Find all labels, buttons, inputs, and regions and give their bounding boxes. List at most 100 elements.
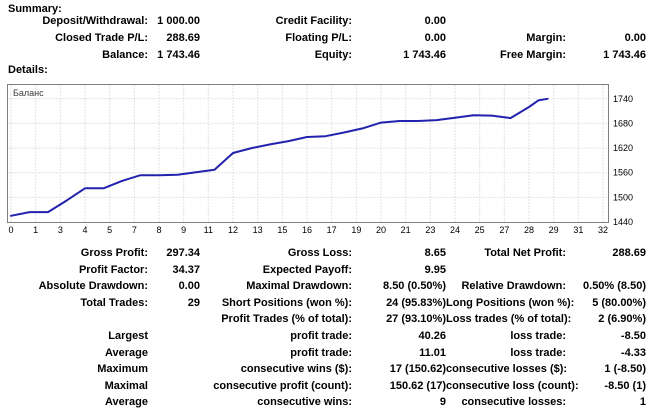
stat-label: consecutive losses ($):	[446, 363, 568, 376]
stat-value: 0.00	[424, 32, 446, 44]
stats-row: Maximal consecutive profit (count): 150.62…	[0, 378, 650, 395]
stats-row: Maximum consecutive wins ($): 17 (150.62) c…	[0, 361, 650, 378]
stat-label: Gross Profit:	[80, 247, 148, 259]
stat-label: Free Margin:	[499, 49, 566, 61]
stat-value: 288.69	[166, 32, 200, 44]
stat-value: 29	[187, 296, 200, 309]
stat-value: -8.50	[620, 329, 646, 342]
stat-label: Largest	[108, 329, 148, 342]
y-axis-tick-label: 1620	[613, 143, 633, 153]
stat-value: -4.33	[620, 346, 646, 359]
stat-value	[148, 394, 200, 411]
stat-label: Average	[104, 396, 148, 409]
stat-value: 1 000.00	[157, 15, 200, 27]
balance-chart: 0 1 3 4 5 7 8 9 11 12 13 15 16 17 19 20 21 23 24 25 27 28 29 31…	[7, 84, 650, 237]
balance-chart-svg: 0 1 3 4 5 7 8 9 11 12 13 15 16 17 19 20 21 23 24 25 27 28 29 31…	[7, 84, 633, 235]
stats-row: Absolute Drawdown: 0.00 Maximal Drawdown: 8…	[0, 278, 650, 295]
chart-plot-border	[7, 84, 609, 223]
stat-label: Total Net Profit:	[484, 247, 566, 259]
stat-value: 34.37	[172, 263, 200, 276]
stat-value: 8.65	[424, 247, 446, 259]
x-axis-tick-label: 23	[425, 225, 435, 235]
stat-label: loss trade:	[510, 329, 566, 342]
stat-value: 24 (95.83%)	[386, 296, 446, 309]
stats-row: Total Trades: 29 Short Positions (won %): 2…	[0, 295, 650, 312]
details-section-title: Details:	[8, 64, 48, 76]
stat-label: profit trade:	[290, 329, 352, 342]
x-axis-tick-label: 7	[132, 225, 137, 235]
stat-label: Credit Facility:	[275, 15, 352, 27]
stat-value: 1 743.46	[403, 49, 446, 61]
stat-value	[148, 311, 200, 328]
stat-value: 0.00	[178, 280, 200, 293]
y-axis-tick-label: 1740	[613, 94, 633, 104]
stat-value	[148, 378, 200, 395]
stat-label: Equity:	[314, 49, 352, 61]
x-axis-tick-label: 13	[253, 225, 263, 235]
y-axis-tick-label: 1500	[613, 192, 633, 202]
x-axis-tick-label: 5	[107, 225, 112, 235]
x-axis-tick-label: 9	[181, 225, 186, 235]
stats-row: Profit Factor: 34.37 Expected Payoff: 9.95	[0, 262, 650, 279]
x-axis-tick-label: 28	[524, 225, 534, 235]
stat-label: loss trade:	[510, 346, 566, 359]
stat-value: 27 (93.10%)	[386, 313, 446, 326]
x-axis-tick-label: 27	[499, 225, 509, 235]
stat-value: 5 (80.00%)	[592, 296, 646, 309]
stat-value: 40.26	[418, 329, 446, 342]
x-axis-tick-label: 20	[376, 225, 386, 235]
x-axis-tick-label: 12	[228, 225, 238, 235]
stat-value: 0.00	[624, 32, 646, 44]
stat-label: Profit Factor:	[78, 263, 148, 276]
stat-value: 1 (-8.50)	[604, 363, 646, 376]
stat-label: Floating P/L:	[285, 32, 352, 44]
stat-label: Maximal Drawdown:	[246, 280, 352, 293]
stat-value	[148, 328, 200, 345]
y-axis-tick-label: 1680	[613, 118, 633, 128]
stat-value	[566, 262, 646, 279]
x-axis-tick-label: 24	[450, 225, 460, 235]
stat-label: consecutive losses:	[461, 396, 566, 409]
stats-row: Average profit trade: 11.01 loss trade: -4.3…	[0, 345, 650, 362]
y-axis-tick-label: 1560	[613, 168, 633, 178]
stat-value: 288.69	[612, 247, 646, 259]
details-stats-table: Gross Profit: 297.34 Gross Loss: 8.65 Total …	[0, 245, 650, 411]
stat-label: Closed Trade P/L:	[55, 32, 148, 44]
x-axis-tick-label: 17	[327, 225, 337, 235]
chart-legend-label: Баланс	[13, 88, 44, 98]
stat-label: Balance:	[102, 49, 148, 61]
y-axis-tick-label: 1440	[613, 217, 633, 227]
stat-label: Margin:	[526, 32, 566, 44]
stat-label: Absolute Drawdown:	[38, 280, 148, 293]
x-axis-tick-label: 11	[204, 225, 213, 235]
stat-value: 9	[439, 396, 446, 409]
stat-label: consecutive profit (count):	[213, 379, 352, 392]
x-axis-tick-label: 15	[277, 225, 287, 235]
stat-value: 17 (150.62)	[389, 363, 446, 376]
x-axis-tick-label: 21	[401, 225, 411, 235]
summary-section-title: Summary:	[8, 3, 62, 15]
x-axis-tick-label: 29	[549, 225, 559, 235]
stats-row: Gross Profit: 297.34 Gross Loss: 8.65 Total …	[0, 245, 650, 262]
stat-value	[148, 345, 200, 362]
stat-label: Total Trades:	[80, 296, 148, 309]
stat-value: 2 (6.90%)	[598, 313, 646, 326]
stat-value: 0.50% (8.50)	[583, 280, 646, 293]
stat-value: 297.34	[166, 247, 200, 259]
x-axis-tick-label: 0	[8, 225, 13, 235]
stats-row: Average consecutive wins: 9 consecutive los…	[0, 394, 650, 411]
stat-label: Gross Loss:	[287, 247, 352, 259]
stat-value: 1	[639, 396, 646, 409]
stat-value	[566, 13, 646, 30]
stat-label: consecutive wins ($):	[240, 363, 352, 376]
x-axis-tick-label: 32	[598, 225, 608, 235]
stat-value	[148, 361, 200, 378]
stats-row: Largest profit trade: 40.26 loss trade: -8.5…	[0, 328, 650, 345]
stat-label: Loss trades (% of total):	[446, 313, 572, 326]
stat-value: 9.95	[424, 263, 446, 276]
stat-label	[446, 13, 566, 30]
stat-value: -8.50 (1)	[604, 379, 646, 392]
stat-value: 1 743.46	[157, 49, 200, 61]
stat-label: consecutive loss (count):	[446, 379, 579, 392]
stat-label	[0, 311, 148, 328]
